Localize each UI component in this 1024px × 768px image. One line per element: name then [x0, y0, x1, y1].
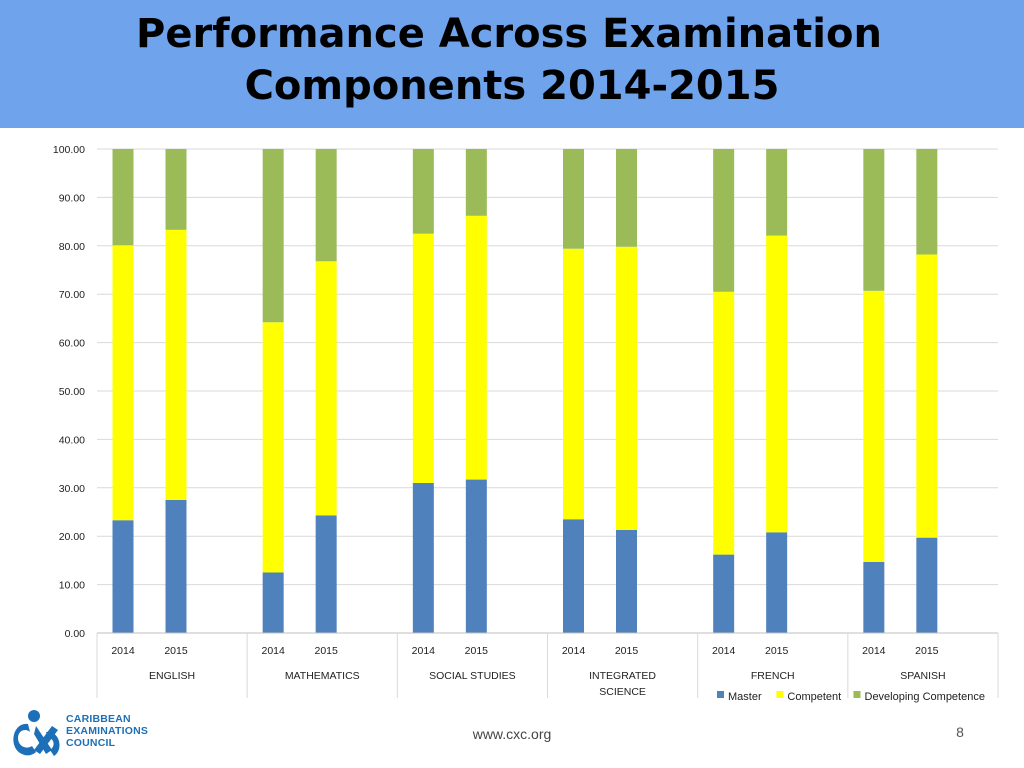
bar-segment-competent: [916, 254, 938, 538]
stacked-bar-chart: 0.00 10.00 20.00 30.00 40.00 50.00 60.00 70.00 8…: [53, 144, 999, 703]
y-axis-ticks: 0.00 10.00 20.00 30.00 40.00 50.00 60.00 70.00 8…: [53, 144, 85, 640]
cxc-logo: [6, 704, 156, 762]
logo-text: CARIBBEAN EXAMINATIONS COUNCIL: [66, 713, 148, 749]
legend-swatch: [776, 691, 784, 698]
x-tick-year: 2014: [862, 645, 886, 657]
bar-segment-master: [465, 479, 487, 633]
title-banner: [0, 0, 1024, 128]
cxc-monogram-icon: [13, 710, 60, 756]
title-line-1: Performance Across Examination: [136, 11, 882, 57]
x-tick-year: 2014: [712, 645, 736, 657]
logo-line-3: COUNCIL: [66, 737, 116, 749]
y-tick-label: 100.00: [53, 144, 85, 156]
bar-segment-master: [916, 537, 938, 633]
y-tick-label: 0.00: [65, 628, 86, 640]
bar-segment-developing-competence: [315, 149, 337, 262]
bar-segment-developing-competence: [713, 149, 735, 292]
bar-segment-master: [112, 520, 134, 633]
bar-segment-competent: [465, 215, 487, 480]
x-group-label: SOCIAL STUDIES: [429, 670, 516, 682]
gridlines: [97, 148, 998, 634]
bar-segment-competent: [262, 322, 284, 573]
y-tick-label: 30.00: [59, 483, 85, 495]
bar-segment-master: [165, 499, 187, 633]
legend-swatch: [853, 691, 861, 698]
bar-segment-master: [262, 572, 284, 633]
x-tick-year: 2014: [412, 645, 436, 657]
bar-segment-master: [713, 554, 735, 633]
bar-segment-developing-competence: [766, 149, 788, 236]
x-tick-year: 2015: [915, 645, 939, 657]
legend-label: Developing Competence: [865, 691, 985, 703]
bar-segment-master: [412, 482, 434, 633]
x-group-label: SPANISH: [900, 670, 945, 682]
legend-label: Master: [728, 691, 762, 703]
slide-title: Performance Across Examination Component…: [0, 8, 1024, 112]
legend-label: Competent: [787, 691, 841, 703]
logo-line-2: EXAMINATIONS: [66, 725, 149, 737]
x-tick-year: 2014: [562, 645, 586, 657]
footer-url[interactable]: www.cxc.org: [472, 726, 552, 742]
x-tick-year: 2015: [164, 645, 188, 657]
bar-segment-developing-competence: [112, 149, 134, 246]
y-tick-label: 80.00: [59, 241, 85, 253]
bar-segment-developing-competence: [863, 149, 885, 291]
bars: [112, 149, 938, 633]
bar-segment-master: [863, 561, 885, 633]
bar-segment-developing-competence: [916, 149, 938, 255]
y-tick-label: 40.00: [59, 434, 85, 446]
logo-line-1: CARIBBEAN: [66, 713, 131, 725]
x-tick-year: 2015: [465, 645, 489, 657]
bar-segment-master: [563, 519, 584, 633]
bar-segment-master: [616, 529, 637, 633]
bar-segment-developing-competence: [165, 149, 187, 230]
bar-segment-competent: [112, 245, 134, 521]
x-axis: 2014 2015 ENGLISH 2014 2015 MATHEMATICS 2014 20…: [96, 632, 999, 698]
bar-segment-competent: [713, 291, 735, 555]
bar-segment-developing-competence: [616, 149, 637, 247]
x-group-label: MATHEMATICS: [285, 670, 360, 682]
bar-segment-developing-competence: [262, 149, 284, 323]
x-group-label: FRENCH: [751, 670, 795, 682]
title-line-2: Components 2014-2015: [244, 63, 780, 109]
y-tick-label: 70.00: [59, 289, 85, 301]
x-tick-year: 2015: [615, 645, 639, 657]
x-group-label: INTEGRATED: [589, 670, 656, 682]
bar-segment-competent: [412, 233, 434, 483]
y-tick-label: 60.00: [59, 338, 85, 350]
x-tick-year: 2015: [765, 645, 789, 657]
bar-segment-master: [766, 532, 788, 633]
bar-segment-master: [315, 515, 337, 633]
bar-segment-competent: [863, 290, 885, 562]
legend-swatch: [717, 691, 724, 698]
bar-segment-developing-competence: [465, 149, 487, 216]
x-group-label: ENGLISH: [149, 670, 195, 682]
y-tick-label: 90.00: [59, 192, 85, 204]
x-group-label: SCIENCE: [599, 686, 646, 698]
y-tick-label: 20.00: [59, 531, 85, 543]
legend: Master Competent Developing Competence: [717, 691, 985, 703]
bar-segment-competent: [616, 246, 637, 530]
y-tick-label: 10.00: [59, 580, 85, 592]
bar-segment-developing-competence: [563, 149, 584, 249]
x-tick-year: 2014: [111, 645, 135, 657]
bar-segment-competent: [766, 235, 788, 533]
page-number: 8: [956, 724, 964, 740]
bar-segment-competent: [563, 248, 584, 520]
bar-segment-competent: [315, 261, 337, 516]
x-tick-year: 2014: [261, 645, 285, 657]
x-tick-year: 2015: [314, 645, 338, 657]
y-tick-label: 50.00: [59, 386, 85, 398]
bar-segment-developing-competence: [412, 149, 434, 234]
bar-segment-competent: [165, 229, 187, 500]
